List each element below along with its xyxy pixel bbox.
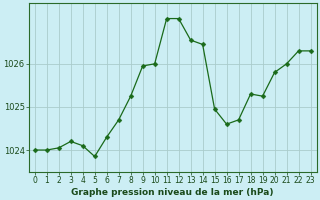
X-axis label: Graphe pression niveau de la mer (hPa): Graphe pression niveau de la mer (hPa) — [71, 188, 274, 197]
